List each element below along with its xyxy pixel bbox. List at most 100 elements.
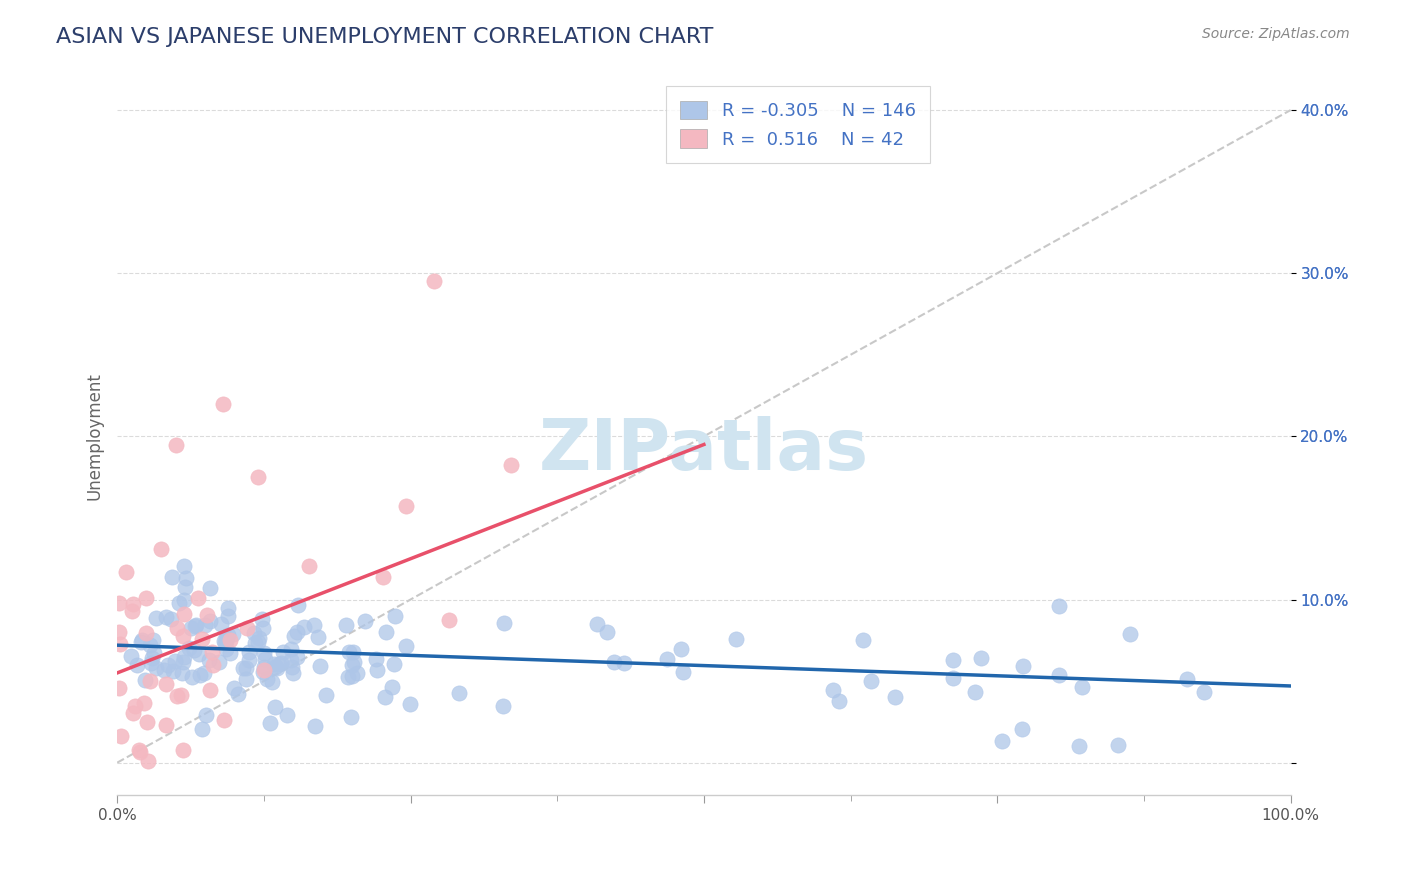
Point — [155, 718, 177, 732]
Point — [174, 571, 197, 585]
Point — [965, 685, 987, 699]
Point — [343, 655, 366, 669]
Point — [121, 604, 143, 618]
Legend: R = -0.305    N = 146, R =  0.516    N = 42: R = -0.305 N = 146, R = 0.516 N = 42 — [665, 87, 929, 163]
Point — [114, 565, 136, 579]
Point — [226, 687, 249, 701]
Point — [1119, 627, 1142, 641]
Point — [492, 616, 515, 631]
Point — [1069, 739, 1091, 754]
Point — [131, 632, 153, 647]
Point — [221, 627, 243, 641]
Point — [247, 632, 270, 646]
Point — [266, 661, 288, 675]
Point — [285, 649, 308, 664]
Point — [136, 754, 159, 768]
Point — [110, 729, 132, 743]
Point — [110, 637, 132, 651]
Point — [243, 626, 266, 640]
Point — [217, 601, 239, 615]
Point — [217, 609, 239, 624]
Point — [153, 663, 176, 677]
Point — [298, 559, 321, 574]
Point — [270, 656, 292, 670]
Point — [162, 664, 184, 678]
Point — [238, 645, 260, 659]
Point — [499, 458, 522, 473]
Text: Source: ZipAtlas.com: Source: ZipAtlas.com — [1202, 27, 1350, 41]
Point — [254, 652, 277, 666]
Point — [184, 617, 207, 632]
Point — [108, 625, 131, 640]
Point — [253, 659, 276, 673]
Point — [263, 657, 285, 671]
Point — [970, 651, 993, 665]
Point — [135, 591, 157, 606]
Point — [281, 660, 304, 674]
Point — [142, 633, 165, 648]
Point — [187, 591, 209, 606]
Point — [132, 696, 155, 710]
Point — [200, 682, 222, 697]
Point — [173, 607, 195, 621]
Point — [198, 653, 221, 667]
Point — [163, 654, 186, 668]
Point — [399, 698, 422, 712]
Point — [188, 667, 211, 681]
Point — [159, 612, 181, 626]
Point — [143, 647, 166, 661]
Point — [141, 650, 163, 665]
Point — [243, 636, 266, 650]
Point — [823, 682, 845, 697]
Text: ASIAN VS JAPANESE UNEMPLOYMENT CORRELATION CHART: ASIAN VS JAPANESE UNEMPLOYMENT CORRELATI… — [56, 27, 714, 46]
Point — [166, 690, 188, 704]
Point — [942, 671, 965, 685]
Point — [253, 663, 276, 677]
Point — [155, 610, 177, 624]
Point — [215, 642, 238, 657]
Point — [195, 607, 218, 622]
Point — [335, 617, 357, 632]
Point — [267, 657, 290, 672]
Point — [1192, 685, 1215, 699]
Point — [198, 614, 221, 628]
Point — [195, 708, 218, 723]
Point — [212, 633, 235, 648]
Point — [437, 613, 460, 627]
Point — [145, 611, 167, 625]
Point — [177, 641, 200, 656]
Point — [287, 598, 309, 612]
Point — [991, 734, 1014, 748]
Point — [395, 639, 418, 653]
Point — [108, 596, 131, 610]
Point — [252, 665, 274, 679]
Point — [613, 656, 636, 670]
Point — [128, 743, 150, 757]
Point — [340, 710, 363, 724]
Point — [252, 612, 274, 626]
Point — [342, 645, 364, 659]
Point — [353, 615, 375, 629]
Point — [172, 629, 194, 643]
Point — [139, 639, 162, 653]
Point — [366, 663, 388, 677]
Point — [141, 656, 163, 670]
Point — [150, 542, 173, 557]
Point — [155, 677, 177, 691]
Point — [238, 653, 260, 667]
Point — [166, 621, 188, 635]
Point — [215, 631, 238, 645]
Point — [236, 621, 259, 635]
Point — [209, 616, 232, 631]
Point — [423, 274, 446, 288]
Point — [725, 632, 748, 646]
Point — [337, 645, 360, 659]
Point — [492, 698, 515, 713]
Point — [183, 643, 205, 657]
Point — [215, 634, 238, 648]
Point — [128, 745, 150, 759]
Point — [202, 657, 225, 672]
Point — [260, 674, 283, 689]
Point — [603, 655, 626, 669]
Point — [214, 636, 236, 650]
